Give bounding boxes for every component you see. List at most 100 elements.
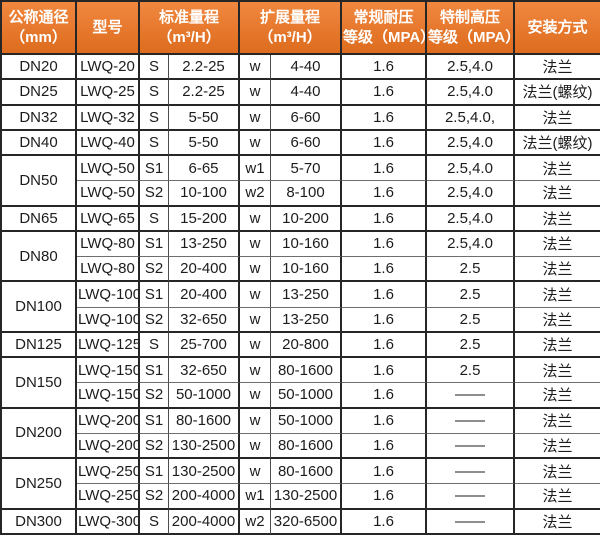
- header-cell-normal-pressure: 常规耐压 等级（MPA）: [342, 2, 427, 55]
- cell-std-range: 2.2-25: [169, 55, 240, 81]
- header-line: （mm）: [10, 28, 67, 46]
- cell-std-label: S: [140, 130, 169, 156]
- header-line: （m³/H）: [157, 28, 221, 46]
- cell-std-label: S2: [140, 484, 169, 510]
- cell-model: LWQ-32: [77, 105, 140, 131]
- cell-ext-range: 10-160: [271, 231, 342, 257]
- cell-std-range: 50-1000: [169, 383, 240, 409]
- cell-high-pressure: ——: [427, 383, 515, 409]
- cell-high-pressure: ——: [427, 509, 515, 535]
- cell-ext-range: 80-1600: [271, 433, 342, 459]
- table-row: LWQ-200 S2 130-2500 w 80-1600 1.6 —— 法兰: [2, 433, 600, 459]
- cell-ext-label: w2: [240, 509, 271, 535]
- cell-normal-pressure: 1.6: [342, 383, 427, 409]
- header-line: （m³/H）: [258, 28, 322, 46]
- cell-normal-pressure: 1.6: [342, 55, 427, 81]
- table-row: DN300 LWQ-300 S 200-4000 w2 320-6500 1.6 —— 法兰: [2, 509, 600, 535]
- cell-std-range: 20-400: [169, 282, 240, 308]
- cell-high-pressure: ——: [427, 408, 515, 434]
- cell-model: LWQ-100: [77, 282, 140, 308]
- cell-std-range: 6-65: [169, 156, 240, 182]
- header-row: 公称通径 （mm） 型号 标准量程 （m³/H） 扩展量程 （m³/H） 常规耐压 等级（MPA…: [2, 2, 600, 55]
- cell-ext-label: w: [240, 282, 271, 308]
- cell-ext-range: 5-70: [271, 156, 342, 182]
- cell-std-label: S: [140, 80, 169, 106]
- cell-high-pressure: 2.5: [427, 282, 515, 308]
- cell-model: LWQ-150: [77, 383, 140, 409]
- cell-high-pressure: 2.5,4.0: [427, 181, 515, 207]
- cell-std-label: S1: [140, 408, 169, 434]
- cell-ext-label: w1: [240, 156, 271, 182]
- table-row: DN100 LWQ-100 S1 20-400 w 13-250 1.6 2.5 法兰: [2, 282, 600, 333]
- cell-install: 法兰: [515, 232, 600, 257]
- cell-high-pressure: ——: [427, 484, 515, 510]
- cell-std-label: S2: [140, 307, 169, 333]
- cell-nominal-diameter: DN100: [2, 282, 77, 333]
- table-row: LWQ-250 S2 200-4000 w1 130-2500 1.6 —— 法兰: [2, 484, 600, 510]
- cell-install: 法兰: [515, 409, 600, 434]
- cell-install: 法兰: [515, 434, 600, 459]
- cell-std-label: S: [140, 206, 169, 232]
- cell-std-range: 10-100: [169, 181, 240, 207]
- cell-normal-pressure: 1.6: [342, 181, 427, 207]
- cell-normal-pressure: 1.6: [342, 257, 427, 283]
- cell-nominal-diameter: DN200: [2, 408, 77, 459]
- cell-high-pressure: 2.5,4.0: [427, 156, 515, 182]
- cell-model: LWQ-80: [77, 257, 140, 283]
- cell-nominal-diameter: DN65: [2, 206, 77, 232]
- header-line: 标准量程: [158, 9, 219, 26]
- cell-std-label: S2: [140, 433, 169, 459]
- cell-std-label: S1: [140, 459, 169, 485]
- table-row: DN25 LWQ-25 S 2.2-25 w 4-40 1.6 2.5,4.0 法兰(螺纹): [2, 80, 600, 106]
- cell-install: 法兰: [515, 510, 600, 535]
- cell-ext-range: 50-1000: [271, 408, 342, 434]
- cell-normal-pressure: 1.6: [342, 307, 427, 333]
- cell-ext-label: w: [240, 130, 271, 156]
- cell-std-range: 130-2500: [169, 459, 240, 485]
- cell-std-label: S: [140, 509, 169, 535]
- cell-std-label: S2: [140, 257, 169, 283]
- cell-std-label: S: [140, 55, 169, 81]
- table-row: LWQ-50 S2 10-100 w2 8-100 1.6 2.5,4.0 法兰: [2, 181, 600, 207]
- cell-high-pressure: 2.5,4.0: [427, 55, 515, 81]
- cell-normal-pressure: 1.6: [342, 130, 427, 156]
- cell-model: LWQ-150: [77, 358, 140, 384]
- cell-model: LWQ-65: [77, 206, 140, 232]
- cell-normal-pressure: 1.6: [342, 332, 427, 358]
- cell-std-range: 32-650: [169, 307, 240, 333]
- cell-ext-range: 6-60: [271, 130, 342, 156]
- cell-high-pressure: 2.5,4.0,: [427, 105, 515, 131]
- cell-normal-pressure: 1.6: [342, 358, 427, 384]
- cell-std-range: 25-700: [169, 332, 240, 358]
- header-line: 常规耐压: [353, 9, 414, 26]
- cell-model: LWQ-50: [77, 156, 140, 182]
- cell-ext-range: 20-800: [271, 332, 342, 358]
- cell-model: LWQ-250: [77, 484, 140, 510]
- cell-std-range: 200-4000: [169, 509, 240, 535]
- cell-ext-label: w: [240, 231, 271, 257]
- cell-model: LWQ-100: [77, 307, 140, 333]
- cell-model: LWQ-300: [77, 509, 140, 535]
- cell-ext-range: 320-6500: [271, 509, 342, 535]
- cell-install: 法兰: [515, 257, 600, 283]
- cell-install: 法兰: [515, 459, 600, 485]
- table-row: DN20 LWQ-20 S 2.2-25 w 4-40 1.6 2.5,4.0 法兰: [2, 55, 600, 81]
- cell-std-range: 2.2-25: [169, 80, 240, 106]
- cell-nominal-diameter: DN250: [2, 459, 77, 510]
- cell-high-pressure: 2.5,4.0: [427, 80, 515, 106]
- cell-model: LWQ-80: [77, 231, 140, 257]
- cell-nominal-diameter: DN40: [2, 130, 77, 156]
- table-row: DN150 LWQ-150 S1 32-650 w 80-1600 1.6 2.5 法兰: [2, 358, 600, 409]
- cell-ext-label: w: [240, 383, 271, 409]
- cell-std-label: S1: [140, 231, 169, 257]
- cell-std-label: S: [140, 332, 169, 358]
- cell-nominal-diameter: DN150: [2, 358, 77, 409]
- cell-nominal-diameter: DN80: [2, 231, 77, 283]
- cell-normal-pressure: 1.6: [342, 408, 427, 434]
- cell-normal-pressure: 1.6: [342, 484, 427, 510]
- cell-nominal-diameter: DN125: [2, 332, 77, 358]
- header-line: 等级（MPA）: [428, 28, 515, 46]
- cell-install: 法兰(螺纹): [515, 131, 600, 156]
- cell-std-range: 5-50: [169, 130, 240, 156]
